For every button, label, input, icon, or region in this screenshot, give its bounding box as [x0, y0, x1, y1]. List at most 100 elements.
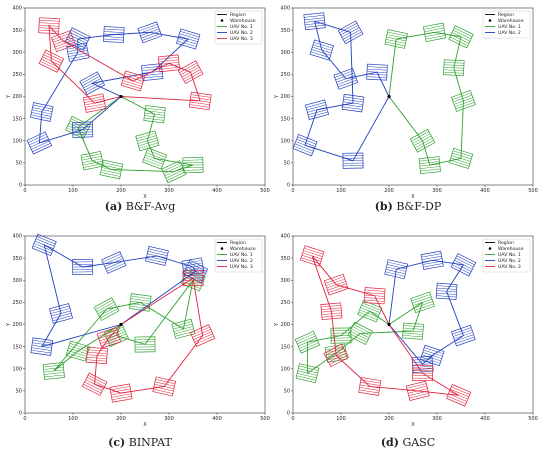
legend-label: Region	[498, 240, 514, 246]
y-tick-label: 100	[280, 366, 290, 372]
y-tick-label: 150	[12, 116, 22, 122]
legend-label: UAV No. 2	[498, 30, 521, 36]
y-axis-label: Y	[6, 94, 12, 99]
y-tick-label: 400	[12, 6, 22, 12]
legend-marker-warehouse	[489, 19, 492, 22]
x-axis-label: X	[411, 422, 415, 428]
y-tick-label: 300	[12, 278, 22, 284]
y-tick-label: 50	[16, 161, 22, 167]
y-tick-label: 250	[12, 300, 22, 306]
x-tick-label: 200	[116, 416, 126, 422]
legend-label: Warehouse	[230, 18, 256, 24]
x-tick-label: 500	[528, 416, 538, 422]
caption-text: BINPAT	[125, 436, 172, 449]
panel-caption: (a) B&F-Avg	[105, 200, 176, 213]
legend-label: UAV No. 1	[230, 24, 253, 30]
legend-label: Warehouse	[230, 246, 256, 252]
y-tick-label: 150	[12, 344, 22, 350]
caption-letter: (c)	[108, 436, 125, 449]
x-tick-label: 100	[336, 188, 346, 194]
y-tick-label: 0	[19, 411, 22, 417]
legend-label: Region	[230, 240, 246, 246]
x-tick-label: 500	[260, 188, 270, 194]
y-tick-label: 200	[280, 322, 290, 328]
y-tick-label: 200	[12, 322, 22, 328]
y-tick-label: 150	[280, 116, 290, 122]
legend-label: UAV No. 2	[498, 258, 521, 264]
y-tick-label: 300	[12, 50, 22, 56]
y-tick-label: 0	[287, 411, 290, 417]
x-axis-label: X	[143, 422, 147, 428]
caption-letter: (d)	[381, 436, 399, 449]
legend-label: Warehouse	[498, 18, 524, 24]
y-tick-label: 50	[16, 389, 22, 395]
legend-marker-warehouse	[221, 19, 224, 22]
x-tick-label: 300	[432, 188, 442, 194]
caption-text: B&F-Avg	[122, 200, 175, 213]
x-tick-label: 0	[23, 188, 26, 194]
y-tick-label: 300	[280, 278, 290, 284]
y-tick-label: 100	[280, 138, 290, 144]
x-tick-label: 400	[212, 416, 222, 422]
legend-label: UAV No. 3	[230, 264, 253, 270]
legend-label: UAV No. 2	[230, 30, 253, 36]
y-tick-label: 350	[280, 256, 290, 262]
y-axis-label: Y	[274, 322, 280, 327]
x-tick-label: 200	[384, 188, 394, 194]
panel-caption: (c) BINPAT	[108, 436, 172, 449]
caption-letter: (b)	[375, 200, 393, 213]
y-tick-label: 400	[280, 234, 290, 240]
x-tick-label: 400	[480, 188, 490, 194]
warehouse-point	[387, 323, 390, 326]
x-tick-label: 200	[116, 188, 126, 194]
x-tick-label: 500	[528, 188, 538, 194]
panel-caption: (b) B&F-DP	[375, 200, 442, 213]
y-tick-label: 100	[12, 138, 22, 144]
legend-label: UAV No. 3	[498, 264, 521, 270]
y-tick-label: 250	[280, 72, 290, 78]
x-tick-label: 300	[164, 188, 174, 194]
y-tick-label: 150	[280, 344, 290, 350]
legend-label: Warehouse	[498, 246, 524, 252]
legend-label: Region	[498, 12, 514, 18]
x-tick-label: 200	[384, 416, 394, 422]
x-tick-label: 300	[164, 416, 174, 422]
x-tick-label: 100	[68, 416, 78, 422]
x-tick-label: 0	[291, 416, 294, 422]
y-tick-label: 250	[12, 72, 22, 78]
caption-letter: (a)	[105, 200, 123, 213]
y-tick-label: 350	[12, 256, 22, 262]
legend-label: UAV No. 2	[230, 258, 253, 264]
x-tick-label: 400	[480, 416, 490, 422]
caption-text: B&F-DP	[393, 200, 442, 213]
y-tick-label: 50	[284, 389, 290, 395]
x-tick-label: 100	[336, 416, 346, 422]
legend-label: UAV No. 3	[230, 36, 253, 42]
legend-label: Region	[230, 12, 246, 18]
warehouse-point	[119, 323, 122, 326]
y-tick-label: 0	[19, 183, 22, 189]
y-axis-label: Y	[274, 94, 280, 99]
warehouse-point	[119, 95, 122, 98]
x-tick-label: 0	[23, 416, 26, 422]
caption-text: GASC	[399, 436, 435, 449]
legend-label: UAV No. 1	[230, 252, 253, 258]
y-tick-label: 350	[280, 28, 290, 34]
x-tick-label: 500	[260, 416, 270, 422]
y-tick-label: 300	[280, 50, 290, 56]
legend-marker-warehouse	[489, 247, 492, 250]
y-tick-label: 100	[12, 366, 22, 372]
x-tick-label: 400	[212, 188, 222, 194]
y-tick-label: 50	[284, 161, 290, 167]
y-tick-label: 400	[280, 6, 290, 12]
warehouse-point	[387, 95, 390, 98]
